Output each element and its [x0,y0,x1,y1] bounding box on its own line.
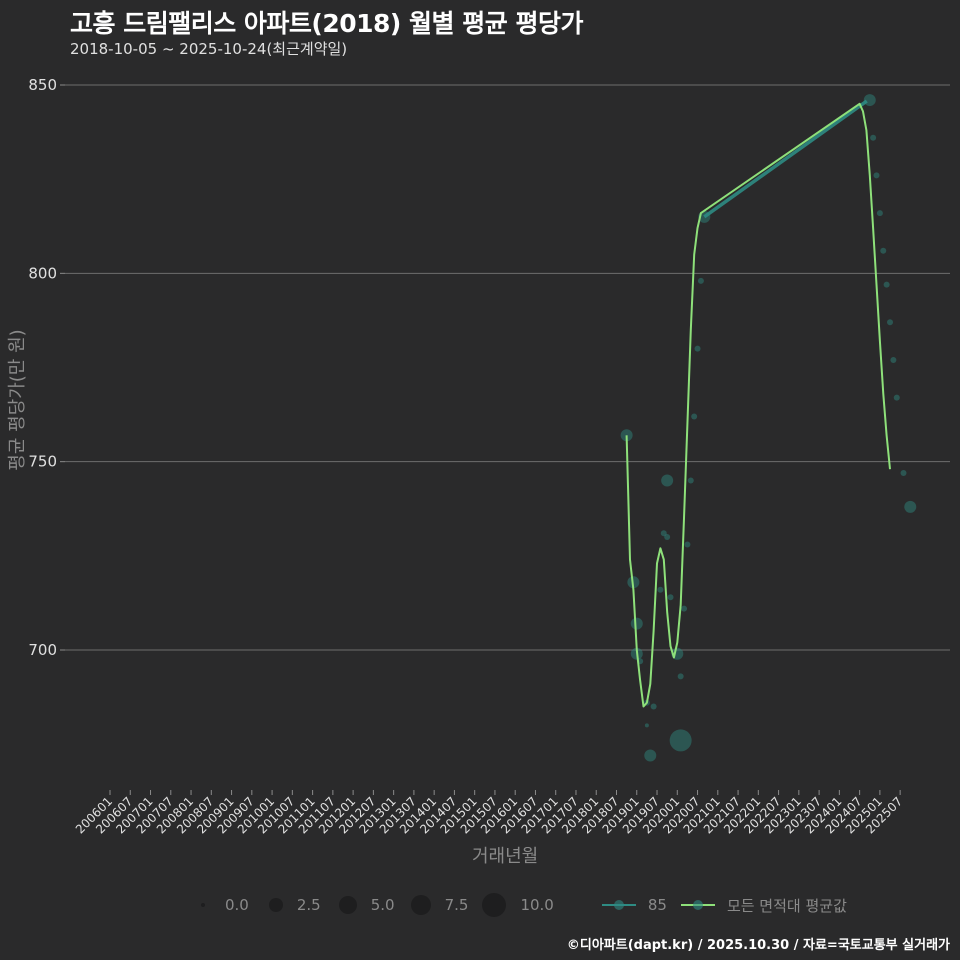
legend-size-0: 0.0 [195,896,249,914]
legend-series-85: 85 [601,896,667,914]
legend-size-10: 10.0 [482,893,554,917]
grid-lines [65,84,950,651]
series-average-line [625,102,891,708]
legend-line-85-icon [601,900,636,910]
legend-size-7-5: 7.5 [409,895,468,915]
svg-text:750: 750 [28,453,57,471]
y-axis-label: 평균 평당가(만 원) [7,329,28,471]
footer-credit: ©디아파트(dapt.kr) / 2025.10.30 / 자료=국토교통부 실… [566,938,950,953]
series-85 [620,94,917,762]
chart-subtitle: 2018-10-05 ~ 2025-10-24(최근계약일) [70,40,348,58]
legend: 0.0 2.5 5.0 7.5 10.0 85 모든 면적대 평균값 [195,890,861,920]
x-axis-ticks: 2006012006072007012007072008012008072009… [73,790,905,837]
legend-series-average: 모든 면적대 평균값 [680,895,847,916]
y-axis-ticks: 700 750 800 850 [28,76,65,659]
legend-line-average-icon [680,900,715,910]
svg-text:800: 800 [28,264,57,282]
svg-text:850: 850 [28,76,57,94]
legend-size-5: 5.0 [335,896,395,914]
x-axis-label: 거래년월 [472,846,539,867]
svg-text:700: 700 [28,641,57,659]
legend-size-2-5: 2.5 [263,896,321,914]
chart-title: 고흥 드림팰리스 아파트(2018) 월별 평균 평당가 [70,9,583,38]
